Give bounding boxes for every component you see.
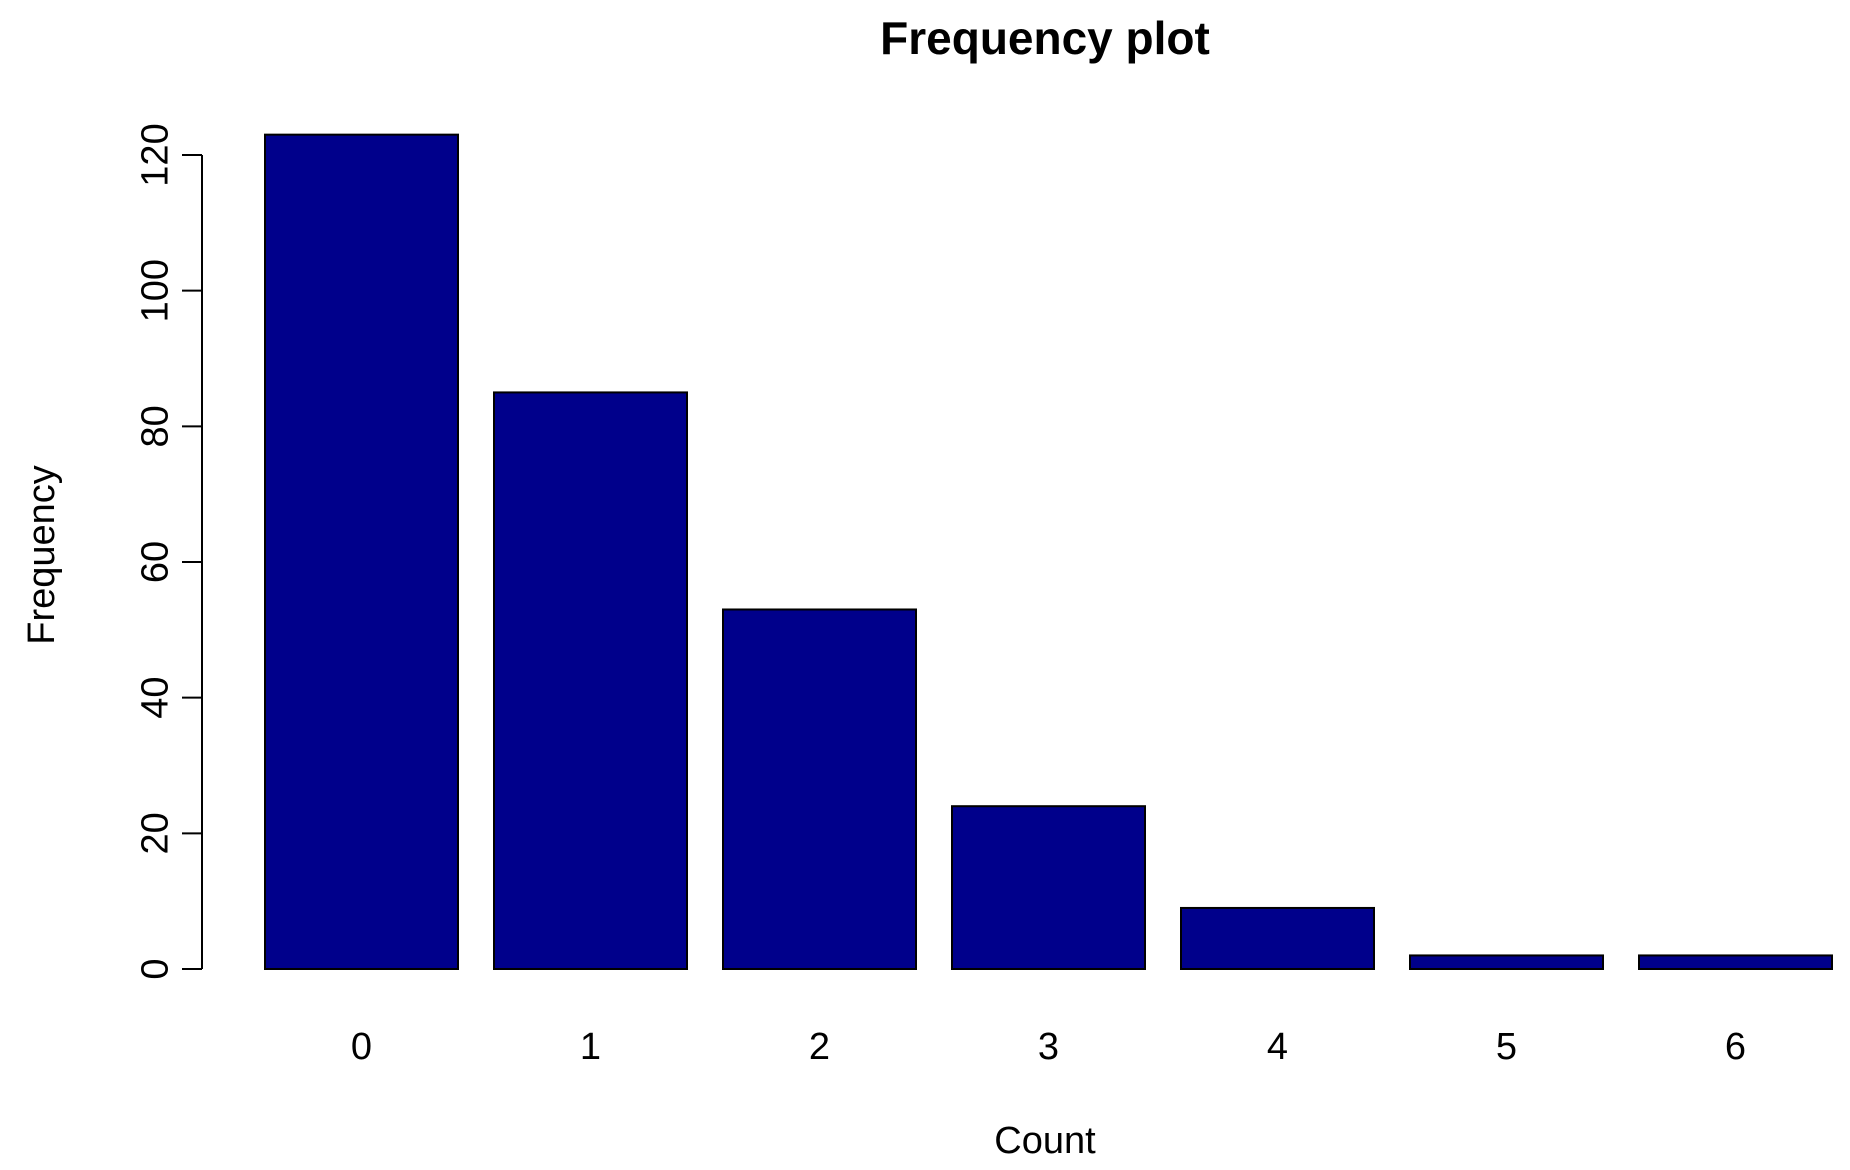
x-tick-label: 1 bbox=[580, 1026, 601, 1068]
y-axis-title: Frequency bbox=[21, 465, 63, 645]
bar-0 bbox=[264, 133, 459, 970]
bars-group bbox=[264, 133, 1833, 971]
y-axis: 0 20 40 60 80 100 120 bbox=[134, 123, 203, 980]
bar-1 bbox=[493, 391, 688, 970]
bar-5 bbox=[1409, 954, 1604, 971]
chart-title: Frequency plot bbox=[880, 12, 1210, 64]
bar-2 bbox=[722, 608, 917, 970]
y-tick-label: 20 bbox=[134, 812, 176, 854]
bar-4 bbox=[1180, 906, 1375, 971]
x-tick-label: 4 bbox=[1267, 1026, 1288, 1068]
x-tick-label: 2 bbox=[809, 1026, 830, 1068]
x-tick-label: 6 bbox=[1725, 1026, 1746, 1068]
x-tick-labels: 0 1 2 3 4 5 6 bbox=[351, 1026, 1746, 1068]
x-tick-label: 3 bbox=[1038, 1026, 1059, 1068]
y-tick-label: 120 bbox=[134, 123, 176, 186]
x-axis-title: Count bbox=[994, 1120, 1096, 1162]
y-tick-label: 80 bbox=[134, 405, 176, 447]
x-tick-label: 5 bbox=[1496, 1026, 1517, 1068]
y-tick-label: 60 bbox=[134, 541, 176, 583]
x-tick-label: 0 bbox=[351, 1026, 372, 1068]
bar-3 bbox=[951, 805, 1146, 971]
bar-6 bbox=[1638, 954, 1833, 971]
y-tick-label: 0 bbox=[134, 958, 176, 979]
y-tick-label: 100 bbox=[134, 259, 176, 322]
y-tick-label: 40 bbox=[134, 677, 176, 719]
